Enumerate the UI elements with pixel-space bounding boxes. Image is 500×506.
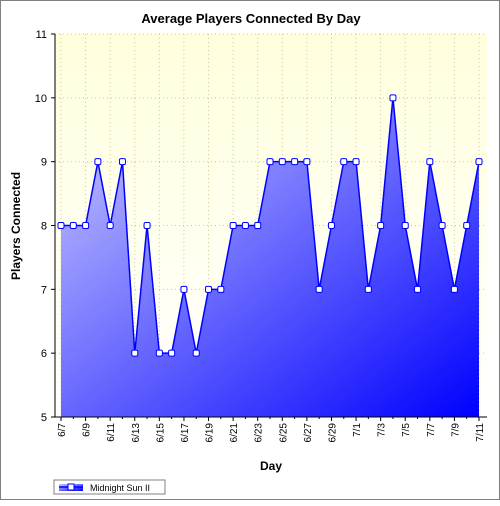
data-point-6/8 bbox=[69, 222, 77, 229]
y-tick-label: 7 bbox=[41, 284, 47, 296]
x-tick-label: 7/7 bbox=[426, 423, 437, 437]
x-tick-label: 6/19 bbox=[205, 423, 216, 443]
y-axis-ticks: 5 6 7 8 9 10 11 bbox=[35, 29, 55, 424]
data-point-6/20 bbox=[217, 285, 225, 293]
x-tick-label: 6/11 bbox=[106, 423, 117, 442]
data-point-6/25 bbox=[278, 158, 286, 166]
x-tick-label: 6/21 bbox=[229, 423, 240, 443]
data-point-6/16 bbox=[168, 349, 176, 357]
x-tick-label: 6/17 bbox=[180, 423, 191, 443]
legend: Midnight Sun II bbox=[53, 479, 166, 495]
x-tick-label: 7/5 bbox=[401, 423, 412, 437]
data-point-6/14 bbox=[143, 222, 151, 229]
x-tick-label: 6/27 bbox=[303, 423, 314, 443]
x-tick-label: 6/15 bbox=[155, 423, 166, 443]
x-tick-label: 6/7 bbox=[57, 423, 68, 437]
data-point-6/27 bbox=[303, 158, 311, 166]
data-point-6/17 bbox=[180, 285, 188, 293]
legend-marker bbox=[67, 483, 75, 491]
x-tick-label: 6/29 bbox=[327, 423, 338, 443]
data-point-6/22 bbox=[241, 222, 249, 229]
x-tick-label: 7/9 bbox=[450, 423, 461, 437]
y-axis-label: Players Connected bbox=[9, 172, 23, 280]
x-tick-label: 6/13 bbox=[131, 423, 142, 443]
data-point-6/24 bbox=[266, 158, 274, 166]
chart-title: Average Players Connected By Day bbox=[141, 11, 361, 26]
data-point-6/19 bbox=[205, 285, 213, 293]
y-tick-label: 5 bbox=[41, 412, 47, 424]
data-point-7/9 bbox=[450, 285, 458, 293]
data-point-7/6 bbox=[414, 285, 422, 293]
data-point-6/10 bbox=[94, 158, 102, 166]
data-point-7/5 bbox=[401, 222, 409, 229]
data-point-6/13 bbox=[131, 349, 139, 357]
data-point-7/3 bbox=[377, 222, 385, 229]
data-point-7/2 bbox=[364, 285, 372, 293]
data-point-6/11 bbox=[106, 222, 114, 229]
data-points bbox=[57, 94, 483, 357]
x-tick-label: 6/25 bbox=[278, 423, 289, 443]
y-tick-label: 10 bbox=[35, 93, 47, 105]
data-point-6/29 bbox=[327, 222, 335, 229]
data-point-6/18 bbox=[192, 349, 200, 357]
data-point-7/7 bbox=[426, 158, 434, 166]
data-point-7/11 bbox=[475, 158, 483, 166]
data-point-7/1 bbox=[352, 158, 360, 166]
data-point-6/30 bbox=[340, 158, 348, 166]
data-point-6/28 bbox=[315, 285, 323, 293]
y-tick-label: 11 bbox=[36, 29, 47, 41]
data-point-6/21 bbox=[229, 222, 237, 229]
legend-label: Midnight Sun II bbox=[90, 483, 150, 493]
data-point-6/15 bbox=[155, 349, 163, 357]
data-point-7/10 bbox=[463, 222, 471, 229]
x-tick-label: 6/9 bbox=[82, 423, 93, 437]
x-axis-label: Day bbox=[260, 459, 282, 473]
x-tick-label: 7/11 bbox=[475, 423, 486, 442]
data-point-7/4 bbox=[389, 94, 397, 102]
y-tick-label: 9 bbox=[41, 157, 47, 169]
x-tick-label: 7/3 bbox=[377, 423, 388, 437]
x-tick-label: 7/1 bbox=[352, 423, 363, 437]
x-axis-ticks: 6/7 6/9 6/11 6/13 6/15 6/17 6/19 6/21 6/23 6/25 6/… bbox=[57, 417, 486, 442]
y-tick-label: 8 bbox=[41, 221, 47, 233]
data-point-6/23 bbox=[254, 222, 262, 229]
data-point-6/9 bbox=[82, 222, 90, 229]
data-point-6/26 bbox=[291, 158, 299, 166]
series-area-fill bbox=[61, 97, 479, 417]
y-tick-label: 6 bbox=[41, 348, 47, 360]
data-point-7/8 bbox=[438, 222, 446, 229]
x-tick-label: 6/23 bbox=[254, 423, 265, 443]
data-point-6/12 bbox=[118, 158, 126, 166]
data-point-6/7 bbox=[57, 222, 65, 229]
